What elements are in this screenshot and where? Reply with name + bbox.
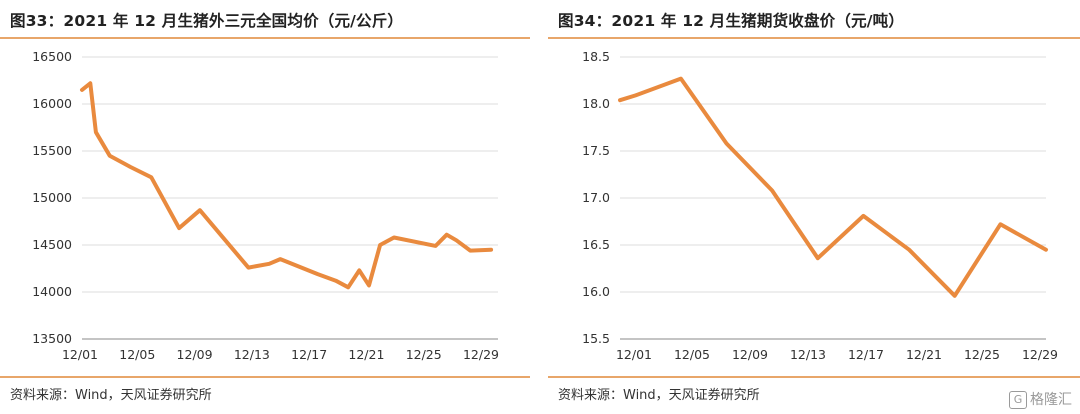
x-tick-label: 12/13 — [234, 347, 270, 362]
series-line — [80, 81, 494, 290]
title-divider — [0, 37, 530, 39]
y-tick-label: 16500 — [32, 49, 72, 64]
x-tick-label: 12/21 — [348, 347, 384, 362]
footer-divider — [0, 376, 530, 378]
chart-plot-futures-price: 15.5 16.0 16.5 17.0 17.5 18.0 18.5 12/01 12/05 12… — [582, 49, 1058, 362]
x-tick-label: 12/05 — [674, 347, 710, 362]
chart-title: 图34：2021 年 12 月生猪期货收盘价（元/吨） — [558, 12, 905, 30]
x-tick-label: 12/01 — [62, 347, 98, 362]
chart-title: 图33：2021 年 12 月生猪外三元全国均价（元/公斤） — [10, 12, 404, 30]
x-tick-label: 12/29 — [1022, 347, 1058, 362]
x-tick-label: 12/25 — [406, 347, 442, 362]
y-tick-label: 14000 — [32, 284, 72, 299]
y-tick-label: 14500 — [32, 237, 72, 252]
y-tick-label: 17.0 — [582, 190, 610, 205]
x-tick-label: 12/09 — [732, 347, 768, 362]
x-tick-label: 12/17 — [848, 347, 884, 362]
y-tick-label: 18.0 — [582, 96, 610, 111]
y-tick-label: 13500 — [32, 331, 72, 346]
y-tick-label: 15500 — [32, 143, 72, 158]
chart-panel-pig-price: 图33：2021 年 12 月生猪外三元全国均价（元/公斤） 13500 1400… — [0, 0, 530, 414]
x-tick-label: 12/05 — [119, 347, 155, 362]
watermark-text: 格隆汇 — [1030, 392, 1072, 408]
chart-plot-pig-price: 13500 14000 14500 15000 15500 16000 16500 12/01… — [32, 49, 499, 362]
title-divider — [548, 37, 1080, 39]
footer-divider — [548, 376, 1080, 378]
source-note: 资料来源：Wind，天风证券研究所 — [558, 388, 760, 403]
x-tick-label: 12/29 — [463, 347, 499, 362]
chart-panel-futures-price: 图34：2021 年 12 月生猪期货收盘价（元/吨） 15.5 16.0 16.5… — [548, 0, 1080, 414]
series-line — [618, 76, 1048, 298]
x-tick-label: 12/09 — [177, 347, 213, 362]
watermark-logo-icon: G — [1009, 391, 1027, 409]
source-note: 资料来源：Wind，天风证券研究所 — [10, 388, 212, 403]
y-tick-label: 17.5 — [582, 143, 610, 158]
x-tick-label: 12/13 — [790, 347, 826, 362]
x-tick-label: 12/21 — [906, 347, 942, 362]
y-tick-label: 15000 — [32, 190, 72, 205]
y-tick-label: 15.5 — [582, 331, 610, 346]
y-tick-label: 16000 — [32, 96, 72, 111]
y-tick-label: 16.5 — [582, 237, 610, 252]
watermark: G 格隆汇 — [1009, 389, 1072, 409]
y-tick-label: 16.0 — [582, 284, 610, 299]
x-tick-label: 12/25 — [964, 347, 1000, 362]
y-tick-label: 18.5 — [582, 49, 610, 64]
x-tick-label: 12/01 — [616, 347, 652, 362]
x-tick-label: 12/17 — [291, 347, 327, 362]
